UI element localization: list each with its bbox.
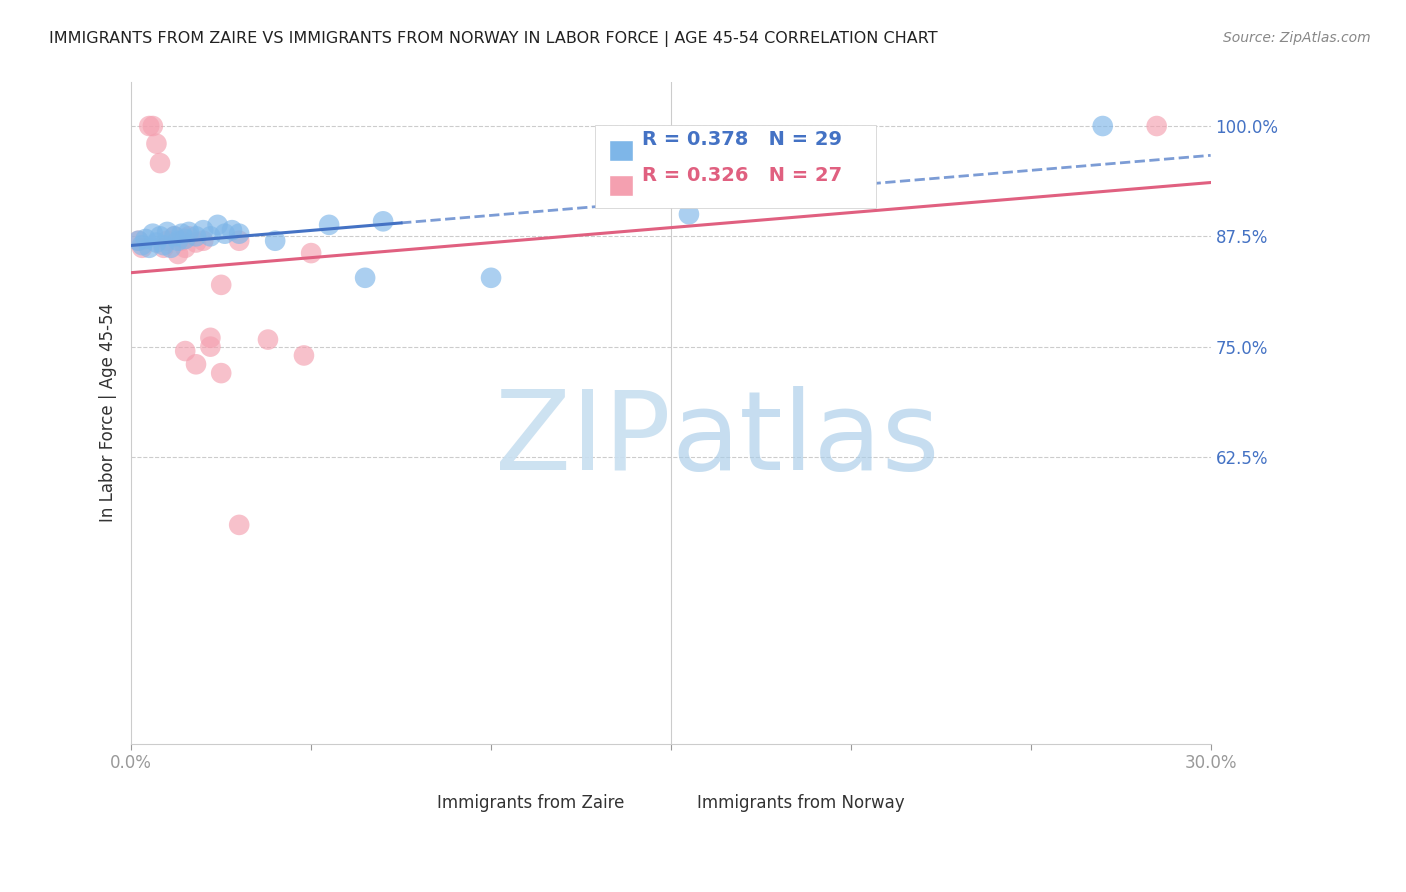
Immigrants from Zaire	[264, 234, 287, 248]
Immigrants from Zaire	[149, 229, 172, 244]
Immigrants from Norway	[209, 366, 232, 380]
Immigrants from Zaire	[142, 227, 165, 241]
Immigrants from Zaire	[193, 223, 215, 237]
Immigrants from Zaire	[371, 214, 394, 228]
Text: atlas: atlas	[671, 386, 939, 492]
Immigrants from Norway	[184, 357, 207, 371]
Immigrants from Zaire	[1091, 119, 1114, 133]
Immigrants from Norway	[142, 119, 165, 133]
Immigrants from Zaire	[174, 232, 197, 246]
Text: IMMIGRANTS FROM ZAIRE VS IMMIGRANTS FROM NORWAY IN LABOR FORCE | AGE 45-54 CORRE: IMMIGRANTS FROM ZAIRE VS IMMIGRANTS FROM…	[49, 31, 938, 47]
Immigrants from Zaire	[318, 218, 340, 232]
FancyBboxPatch shape	[595, 125, 876, 208]
Immigrants from Zaire	[177, 225, 200, 239]
Immigrants from Norway	[145, 136, 167, 151]
Immigrants from Norway	[177, 229, 200, 244]
Immigrants from Zaire	[170, 227, 193, 241]
Immigrants from Norway	[1146, 119, 1168, 133]
Immigrants from Norway	[257, 333, 280, 347]
Immigrants from Norway	[184, 235, 207, 250]
Immigrants from Zaire	[184, 229, 207, 244]
Text: Immigrants from Zaire: Immigrants from Zaire	[437, 794, 624, 813]
Immigrants from Zaire	[152, 238, 174, 252]
Text: Immigrants from Norway: Immigrants from Norway	[696, 794, 904, 813]
Immigrants from Norway	[174, 344, 197, 359]
Immigrants from Norway	[200, 340, 222, 354]
Immigrants from Zaire	[200, 229, 222, 244]
Immigrants from Zaire	[207, 218, 229, 232]
Immigrants from Norway	[163, 229, 186, 244]
Immigrants from Zaire	[479, 270, 502, 285]
FancyBboxPatch shape	[609, 175, 633, 195]
Immigrants from Zaire	[354, 270, 377, 285]
Immigrants from Zaire	[131, 238, 153, 252]
Text: R = 0.326   N = 27: R = 0.326 N = 27	[641, 166, 842, 186]
Immigrants from Zaire	[678, 207, 700, 221]
Immigrants from Norway	[228, 234, 250, 248]
Immigrants from Norway	[299, 246, 322, 260]
Immigrants from Zaire	[156, 225, 179, 239]
Y-axis label: In Labor Force | Age 45-54: In Labor Force | Age 45-54	[100, 303, 117, 523]
Text: Source: ZipAtlas.com: Source: ZipAtlas.com	[1223, 31, 1371, 45]
Immigrants from Zaire	[228, 227, 250, 241]
Text: ZIP: ZIP	[495, 386, 671, 492]
Immigrants from Norway	[149, 156, 172, 170]
Text: R = 0.378   N = 29: R = 0.378 N = 29	[641, 129, 842, 149]
Immigrants from Zaire	[135, 232, 157, 246]
Immigrants from Norway	[131, 241, 153, 255]
Immigrants from Zaire	[163, 229, 186, 244]
Immigrants from Norway	[200, 331, 222, 345]
Immigrants from Norway	[170, 234, 193, 248]
Immigrants from Norway	[138, 119, 160, 133]
Immigrants from Norway	[209, 277, 232, 292]
FancyBboxPatch shape	[609, 140, 633, 161]
FancyBboxPatch shape	[441, 790, 479, 816]
Immigrants from Norway	[228, 517, 250, 532]
Immigrants from Norway	[174, 241, 197, 255]
Immigrants from Norway	[152, 241, 174, 255]
Immigrants from Zaire	[145, 235, 167, 250]
Immigrants from Norway	[193, 234, 215, 248]
Immigrants from Zaire	[159, 241, 181, 255]
Immigrants from Zaire	[127, 234, 149, 248]
FancyBboxPatch shape	[679, 790, 716, 816]
Immigrants from Zaire	[214, 227, 236, 241]
Immigrants from Zaire	[221, 223, 243, 237]
Immigrants from Norway	[167, 247, 190, 261]
Immigrants from Norway	[127, 234, 149, 248]
Immigrants from Norway	[292, 349, 315, 363]
Immigrants from Norway	[156, 234, 179, 248]
Immigrants from Zaire	[167, 234, 190, 248]
Immigrants from Zaire	[138, 241, 160, 255]
